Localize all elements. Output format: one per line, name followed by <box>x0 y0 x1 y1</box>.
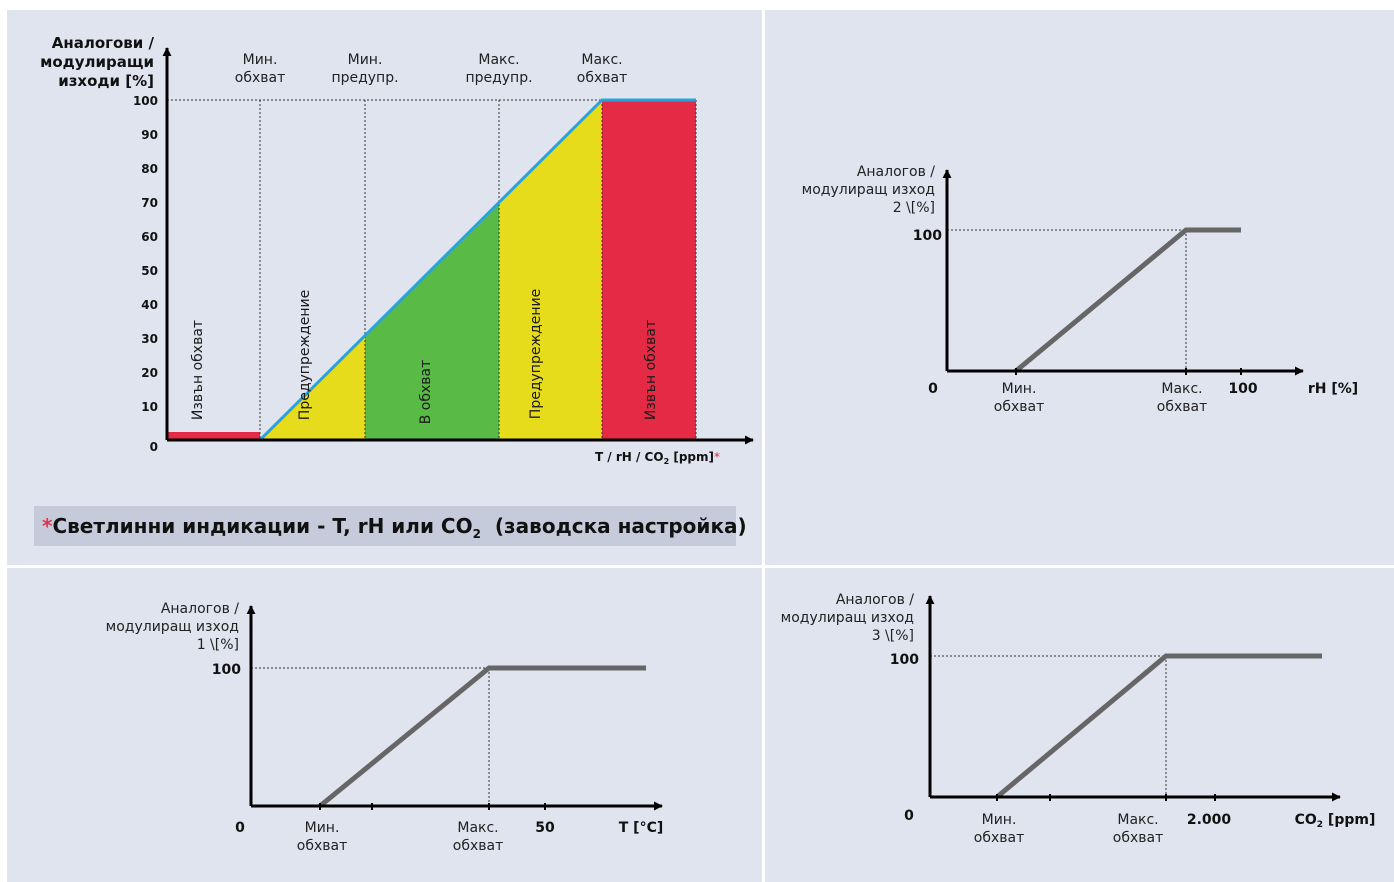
co2-output-curve <box>995 653 1322 799</box>
main-chart: Аналогови / модулиращи изходи [%] 0 10 2… <box>40 34 754 466</box>
rh-x-labels: Мин. обхват Макс. обхват <box>994 381 1207 415</box>
zone-label-out-of-range-high: Извън обхват <box>643 320 659 420</box>
threshold-max-range-line-2: обхват <box>577 70 627 86</box>
t-output-curve <box>318 665 646 808</box>
y-tick-10: 10 <box>141 400 158 414</box>
co2-y-max-label: 100 <box>890 652 919 668</box>
x-axis-label-star: * <box>714 450 720 464</box>
co2-origin-label: 0 <box>904 808 914 824</box>
zone-bar-out-of-range-low <box>167 432 260 440</box>
rh-output-curve <box>1014 227 1241 373</box>
t-x-unit-label: T [°C] <box>619 820 664 836</box>
t-origin-label: 0 <box>235 820 245 836</box>
co2-x-unit-main: CO <box>1295 812 1317 828</box>
co2-y-title: Аналогов / модулиращ изход 3 \[%] <box>781 592 915 644</box>
rh-chart: Аналогов / модулиращ изход 2 \[%] 100 0 … <box>802 164 1358 415</box>
t-min-label-line-2: обхват <box>297 838 347 854</box>
y-tick-20: 20 <box>141 366 158 380</box>
t-y-title-line-2: модулиращ изход <box>106 619 239 635</box>
threshold-max-range-line-1: Макс. <box>581 52 622 68</box>
zone-bar-warning-high <box>499 100 602 440</box>
panel-t-chart <box>7 568 762 882</box>
y-title: Аналогови / модулиращи изходи [%] <box>40 34 154 90</box>
co2-y-title-line-1: Аналогов / <box>836 592 914 608</box>
rh-x-unit-label: rH [%] <box>1308 381 1358 397</box>
rh-y-title: Аналогов / модулиращ изход 2 \[%] <box>802 164 936 216</box>
x-axis-label-main: T / rH / CO <box>595 450 664 464</box>
threshold-min-warning-line-1: Мин. <box>348 52 383 68</box>
factory-setting-note: *Светлинни индикации - T, rH или CO2 (за… <box>34 506 747 546</box>
rh-origin-label: 0 <box>928 381 938 397</box>
rh-y-title-line-2: модулиращ изход <box>802 182 935 198</box>
rh-x-end-label: 100 <box>1228 381 1257 397</box>
co2-x-unit-label: CO2 [ppm] <box>1295 812 1376 830</box>
t-max-label-line-1: Макс. <box>457 820 498 836</box>
co2-min-label-line-1: Мин. <box>982 812 1017 828</box>
x-axis-label-unit: [ppm] <box>669 450 714 464</box>
co2-x-end-label: 2.000 <box>1187 812 1232 828</box>
note-suffix: (заводска настройка) <box>480 514 747 538</box>
threshold-min-range-line-2: обхват <box>235 70 285 86</box>
threshold-min-warning-line-2: предупр. <box>331 70 398 86</box>
co2-y-title-line-3: 3 \[%] <box>872 628 914 644</box>
note-text: Светлинни индикации - T, rH или CO <box>52 514 473 538</box>
y-tick-100: 100 <box>133 94 158 108</box>
y-tick-40: 40 <box>141 298 158 312</box>
t-chart: Аналогов / модулиращ изход 1 \[%] 100 0 … <box>106 601 664 854</box>
zone-label-warning-high: Предупреждение <box>528 289 544 419</box>
note-asterisk: * <box>42 514 53 538</box>
t-y-title-line-3: 1 \[%] <box>197 637 239 653</box>
zone-label-warning-low: Предупреждение <box>297 290 313 420</box>
co2-max-label-line-2: обхват <box>1113 830 1163 846</box>
y-tick-labels: 0 10 20 30 40 50 60 70 80 90 100 <box>133 94 158 454</box>
threshold-max-warning-line-1: Макс. <box>478 52 519 68</box>
threshold-min-range-line-1: Мин. <box>243 52 278 68</box>
threshold-labels: Мин. обхват Мин. предупр. Макс. предупр.… <box>235 52 627 86</box>
rh-min-label-line-2: обхват <box>994 399 1044 415</box>
co2-x-unit-sub: 2 <box>1317 820 1323 830</box>
rh-max-label-line-1: Макс. <box>1161 381 1202 397</box>
zone-bar-out-of-range-high <box>602 100 696 440</box>
t-y-max-label: 100 <box>212 662 241 678</box>
zone-label-in-range: В обхват <box>418 360 434 425</box>
y-tick-0: 0 <box>150 440 158 454</box>
co2-x-unit-suffix: [ppm] <box>1323 812 1375 828</box>
t-x-end-label: 50 <box>535 820 555 836</box>
note-subscript: 2 <box>472 527 481 541</box>
zone-bar-in-range <box>365 202 499 440</box>
co2-y-title-line-2: модулиращ изход <box>781 610 914 626</box>
co2-min-label-line-2: обхват <box>974 830 1024 846</box>
y-tick-70: 70 <box>141 196 158 210</box>
t-min-label-line-1: Мин. <box>305 820 340 836</box>
y-tick-90: 90 <box>141 128 158 142</box>
panel-rh-chart <box>765 10 1394 565</box>
rh-y-title-line-3: 2 \[%] <box>893 200 935 216</box>
y-tick-30: 30 <box>141 332 158 346</box>
t-x-labels: Мин. обхват Макс. обхват <box>297 820 503 854</box>
x-axis-label: T / rH / CO2 [ppm]* <box>595 450 720 466</box>
t-y-title-line-1: Аналогов / <box>161 601 239 617</box>
threshold-max-warning-line-2: предупр. <box>465 70 532 86</box>
y-title-line-1: Аналогови / <box>52 34 155 52</box>
x-axis-label-sub: 2 <box>664 457 670 466</box>
co2-max-label-line-1: Макс. <box>1117 812 1158 828</box>
t-y-title: Аналогов / модулиращ изход 1 \[%] <box>106 601 240 653</box>
co2-x-labels: Мин. обхват Макс. обхват <box>974 812 1163 846</box>
y-tick-50: 50 <box>141 264 158 278</box>
rh-max-label-line-2: обхват <box>1157 399 1207 415</box>
y-title-line-3: изходи [%] <box>58 72 154 90</box>
t-max-label-line-2: обхват <box>453 838 503 854</box>
zone-label-out-of-range-low: Извън обхват <box>190 320 206 420</box>
y-title-line-2: модулиращи <box>40 53 154 71</box>
rh-y-max-label: 100 <box>913 228 942 244</box>
co2-chart: Аналогов / модулиращ изход 3 \[%] 100 0 … <box>781 592 1376 846</box>
zone-labels: Извън обхват Предупреждение В обхват Пре… <box>190 289 659 424</box>
y-tick-60: 60 <box>141 230 158 244</box>
y-tick-80: 80 <box>141 162 158 176</box>
rh-y-title-line-1: Аналогов / <box>857 164 935 180</box>
rh-min-label-line-1: Мин. <box>1002 381 1037 397</box>
